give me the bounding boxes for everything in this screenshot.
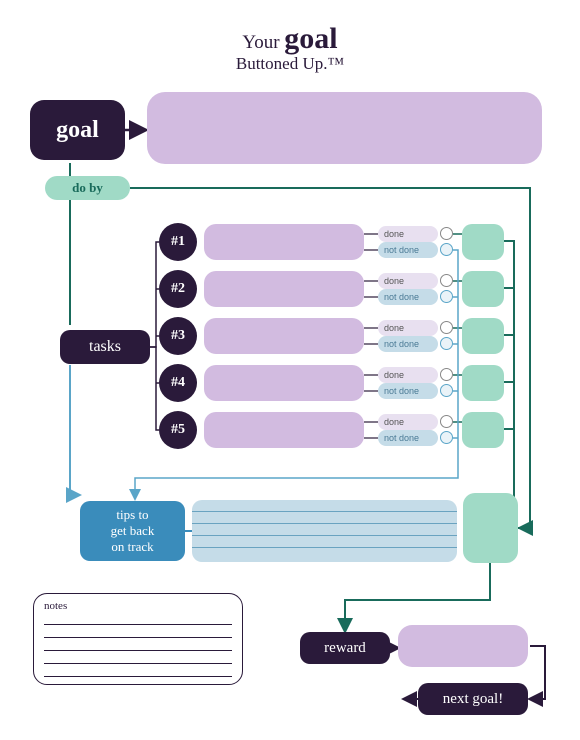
doby-label: do by — [45, 176, 130, 200]
task-notdone-2[interactable]: not done — [378, 289, 438, 305]
task-notdone-radio-4[interactable] — [440, 384, 453, 397]
task-num-1: #1 — [159, 223, 197, 261]
tips-label: tips to get back on track — [80, 501, 185, 561]
tips-input[interactable] — [192, 500, 457, 562]
task-notdone-radio-2[interactable] — [440, 290, 453, 303]
notes-label: notes — [44, 600, 67, 612]
task-notdone-4[interactable]: not done — [378, 383, 438, 399]
task-notdone-5[interactable]: not done — [378, 430, 438, 446]
goal-label: goal — [30, 100, 125, 160]
task-done-radio-1[interactable] — [440, 227, 453, 240]
nextgoal-label: next goal! — [418, 683, 528, 715]
task-notdone-radio-5[interactable] — [440, 431, 453, 444]
task-end-4 — [462, 365, 504, 401]
task-end-2 — [462, 271, 504, 307]
task-notdone-1[interactable]: not done — [378, 242, 438, 258]
task-input-5[interactable] — [204, 412, 364, 448]
task-end-1 — [462, 224, 504, 260]
task-end-3 — [462, 318, 504, 354]
task-done-5[interactable]: done — [378, 414, 438, 430]
task-notdone-3[interactable]: not done — [378, 336, 438, 352]
goal-input[interactable] — [147, 92, 542, 164]
tasks-label: tasks — [60, 330, 150, 364]
task-input-2[interactable] — [204, 271, 364, 307]
task-done-3[interactable]: done — [378, 320, 438, 336]
task-input-1[interactable] — [204, 224, 364, 260]
task-input-3[interactable] — [204, 318, 364, 354]
task-notdone-radio-3[interactable] — [440, 337, 453, 350]
task-done-radio-3[interactable] — [440, 321, 453, 334]
tips-end — [463, 493, 518, 563]
task-num-3: #3 — [159, 317, 197, 355]
task-done-radio-5[interactable] — [440, 415, 453, 428]
task-input-4[interactable] — [204, 365, 364, 401]
task-num-5: #5 — [159, 411, 197, 449]
task-done-radio-4[interactable] — [440, 368, 453, 381]
task-num-4: #4 — [159, 364, 197, 402]
page-title: Your goal Buttoned Up.™ — [0, 0, 580, 74]
task-done-2[interactable]: done — [378, 273, 438, 289]
task-num-2: #2 — [159, 270, 197, 308]
task-done-radio-2[interactable] — [440, 274, 453, 287]
task-done-1[interactable]: done — [378, 226, 438, 242]
notes-box[interactable]: notes — [33, 593, 243, 685]
task-done-4[interactable]: done — [378, 367, 438, 383]
reward-label: reward — [300, 632, 390, 664]
reward-input[interactable] — [398, 625, 528, 667]
task-notdone-radio-1[interactable] — [440, 243, 453, 256]
task-end-5 — [462, 412, 504, 448]
